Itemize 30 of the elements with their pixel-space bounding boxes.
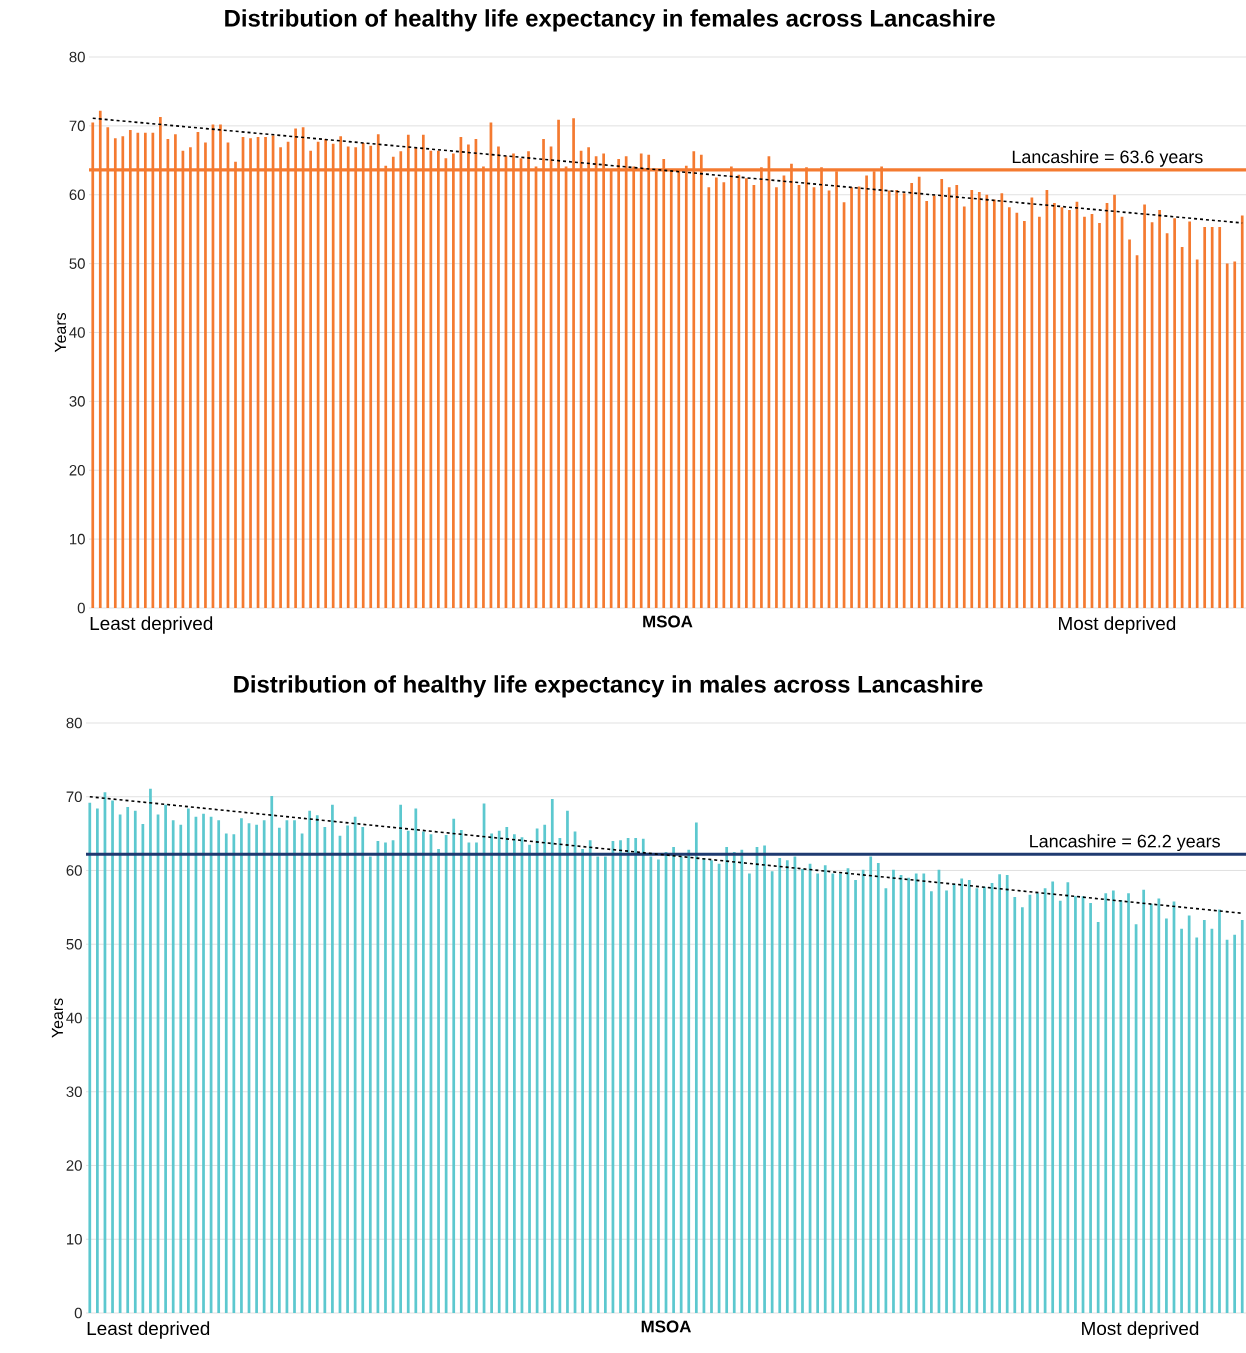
y-tick-label: 50 bbox=[69, 258, 85, 269]
x-axis-title: MSOA bbox=[641, 1320, 691, 1333]
y-tick-label: 70 bbox=[66, 791, 82, 803]
y-tick-label: 60 bbox=[66, 865, 82, 876]
y-tick-label: 50 bbox=[66, 938, 82, 950]
y-tick-label: 80 bbox=[66, 717, 82, 729]
y-tick-label: 60 bbox=[69, 189, 85, 201]
text: Least deprived bbox=[90, 616, 213, 634]
y-tick-label: 10 bbox=[70, 533, 85, 545]
y-tick-label: 40 bbox=[69, 327, 85, 338]
y-axis-title: Years bbox=[51, 998, 64, 1038]
chart-title: Distribution of healthy life expectancy in males across Lancashire bbox=[234, 675, 983, 698]
text: Most deprived bbox=[1082, 1321, 1199, 1339]
x-axis-title: MSOA bbox=[643, 615, 693, 628]
y-tick-label: 0 bbox=[77, 602, 85, 614]
y-tick-label: 30 bbox=[69, 396, 85, 407]
y-tick-label: 0 bbox=[74, 1307, 82, 1319]
y-tick-label: 70 bbox=[69, 120, 85, 132]
y-tick-label: 10 bbox=[67, 1233, 82, 1245]
y-tick-label: 30 bbox=[66, 1086, 82, 1098]
y-tick-label: 20 bbox=[69, 464, 85, 476]
y-tick-label: 40 bbox=[66, 1012, 82, 1024]
ref-line-label: Lancashire = 62.2 years bbox=[1030, 834, 1220, 852]
text: Least deprived bbox=[87, 1321, 210, 1339]
y-axis-title: Years bbox=[54, 312, 67, 353]
text: Most deprived bbox=[1059, 616, 1176, 634]
y-tick-label: 20 bbox=[66, 1160, 82, 1171]
y-tick-label: 80 bbox=[69, 51, 85, 63]
ref-line-label: Lancashire = 63.6 years bbox=[1012, 150, 1203, 167]
chart-title: Distribution of healthy life expectancy in females across Lancashire bbox=[225, 9, 995, 32]
